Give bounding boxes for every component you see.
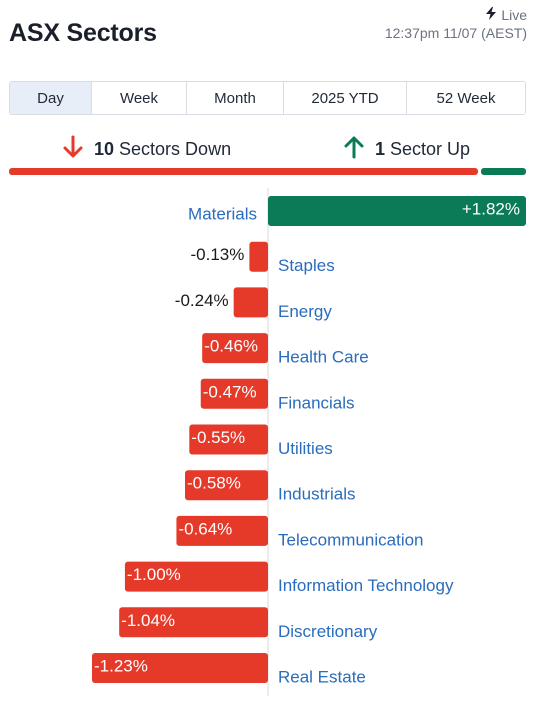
arrow-up-icon <box>343 135 375 164</box>
category-label[interactable]: Materials <box>188 204 257 223</box>
category-label[interactable]: Utilities <box>278 439 333 458</box>
breadth-down-segment <box>9 168 478 175</box>
tab-ytd[interactable]: 2025 YTD <box>284 82 407 114</box>
value-label: -1.23% <box>94 656 148 675</box>
value-label: -0.55% <box>191 428 245 447</box>
value-label: +1.82% <box>462 199 520 218</box>
bar-telecommunication <box>176 515 268 546</box>
bar-information-technology <box>124 561 268 592</box>
sectors-up-count: 1 <box>375 139 386 159</box>
value-label: -0.46% <box>204 337 258 356</box>
bar-materials <box>268 196 526 226</box>
arrow-down-icon <box>62 135 94 164</box>
breadth-ratio-bar <box>9 168 526 175</box>
header: ASX Sectors Live 12:37pm 11/07 (AEST) <box>9 0 527 60</box>
category-label[interactable]: Energy <box>278 302 332 321</box>
tab-week[interactable]: Week <box>92 82 187 114</box>
value-label: -0.58% <box>187 474 241 493</box>
sectors-down-summary: 10 Sectors Down <box>62 135 231 164</box>
page-title: ASX Sectors <box>9 19 157 47</box>
value-label: -1.04% <box>121 611 175 630</box>
bar-industrials <box>185 470 268 501</box>
bar-utilities <box>189 424 268 455</box>
period-tabs: Day Week Month 2025 YTD 52 Week <box>9 81 526 115</box>
value-label: -1.00% <box>127 565 181 584</box>
category-label[interactable]: Industrials <box>278 485 355 504</box>
category-label[interactable]: Staples <box>278 256 335 275</box>
bar-real-estate <box>92 653 268 683</box>
value-label: -0.64% <box>178 519 232 538</box>
tab-month[interactable]: Month <box>187 82 284 114</box>
category-label[interactable]: Discretionary <box>278 622 378 641</box>
live-indicator: Live <box>485 7 527 23</box>
category-label[interactable]: Real Estate <box>278 667 366 686</box>
tab-52-week[interactable]: 52 Week <box>407 82 525 114</box>
sectors-up-summary: 1 Sector Up <box>343 135 470 164</box>
value-label: -0.13% <box>191 245 245 264</box>
lightning-icon <box>485 7 497 23</box>
bar-discretionary <box>119 607 269 638</box>
live-label: Live <box>501 7 527 23</box>
timestamp: 12:37pm 11/07 (AEST) <box>384 25 527 41</box>
bar-health-care <box>202 333 268 364</box>
tab-day[interactable]: Day <box>10 82 92 114</box>
bar-energy <box>233 287 268 318</box>
bar-financials <box>200 378 268 409</box>
category-label[interactable]: Financials <box>278 393 355 412</box>
sectors-up-label: Sector Up <box>390 139 471 159</box>
value-label: -0.24% <box>175 291 229 310</box>
sectors-down-label: Sectors Down <box>119 139 232 159</box>
category-label[interactable]: Health Care <box>278 348 369 367</box>
sector-bar-chart: +1.82% Materials -0.13% Staples -0.24% Energy… <box>92 188 526 696</box>
value-label: -0.47% <box>203 382 257 401</box>
sectors-down-count: 10 <box>94 139 115 159</box>
breadth-up-segment <box>480 168 526 175</box>
bar-staples <box>249 241 268 272</box>
category-label[interactable]: Telecommunication <box>278 530 424 549</box>
category-label[interactable]: Information Technology <box>278 576 454 595</box>
